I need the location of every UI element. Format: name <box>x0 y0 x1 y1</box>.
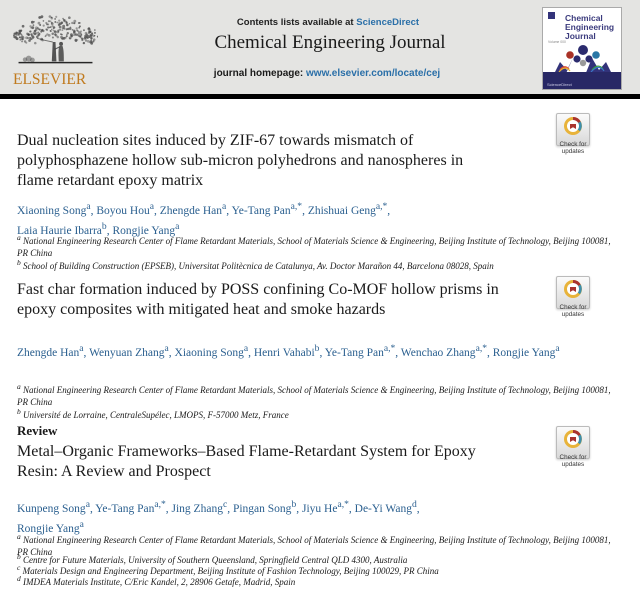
svg-text:Journal: Journal <box>565 31 596 41</box>
svg-text:Volume 000: Volume 000 <box>548 40 566 44</box>
